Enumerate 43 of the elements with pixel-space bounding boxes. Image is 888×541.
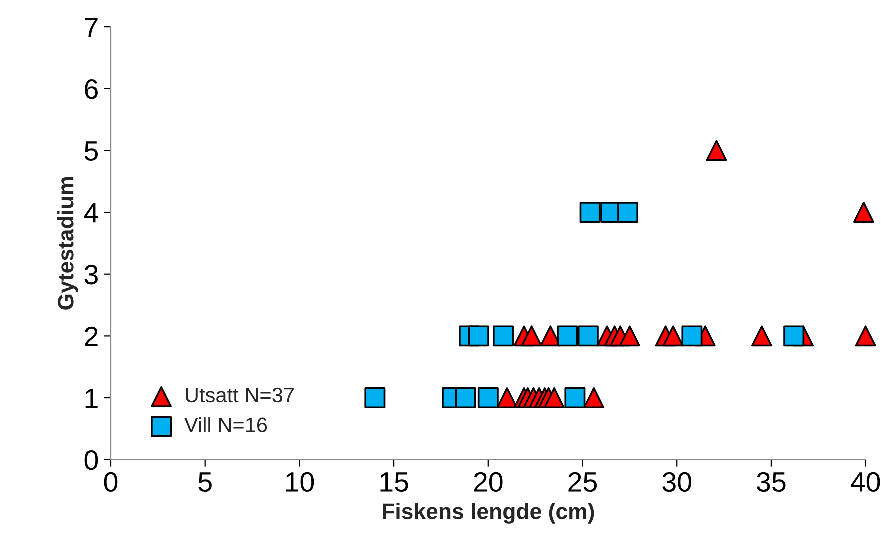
- legend-label: Utsatt N=37: [186, 388, 294, 403]
- point: [557, 326, 578, 347]
- point: [855, 326, 876, 347]
- point: [784, 326, 805, 347]
- point: [493, 326, 514, 347]
- point: [619, 326, 640, 347]
- point: [662, 326, 684, 347]
- x-axis-title: Fiskens lengde (cm): [383, 503, 594, 524]
- x-tick-label: 15: [380, 472, 408, 492]
- point: [364, 388, 386, 408]
- x-tick-label: 0: [104, 472, 118, 492]
- point: [578, 326, 599, 347]
- x-tick-label: 30: [662, 472, 692, 492]
- point: [544, 388, 565, 408]
- point: [478, 388, 499, 408]
- y-tick-label: 6: [85, 80, 98, 100]
- point: [584, 388, 605, 408]
- point: [468, 326, 490, 347]
- point: [853, 202, 874, 224]
- x-tick-label: 25: [568, 472, 598, 492]
- point: [580, 202, 601, 224]
- y-tick-label: 3: [84, 265, 98, 285]
- y-tick-label: 1: [86, 388, 98, 408]
- point: [496, 388, 518, 408]
- x-tick-label: 40: [850, 472, 880, 492]
- point: [706, 140, 728, 162]
- point: [455, 388, 476, 408]
- point: [682, 326, 703, 347]
- x-tick-label: 10: [286, 472, 314, 492]
- legend-label: Vill N=16: [184, 417, 268, 432]
- point: [564, 388, 586, 408]
- y-tick-label: 0: [84, 450, 98, 470]
- x-tick-label: 35: [757, 472, 786, 492]
- point: [752, 326, 772, 347]
- y-tick-label: 5: [84, 142, 98, 162]
- x-tick-label: 5: [198, 472, 212, 492]
- y-axis-title: Gytestadium: [57, 178, 78, 310]
- y-tick-label: 4: [84, 203, 98, 223]
- y-tick-label: 2: [85, 326, 98, 346]
- point: [521, 326, 542, 347]
- y-tick-label: 7: [85, 18, 98, 38]
- point: [618, 202, 639, 224]
- x-tick-label: 20: [474, 472, 503, 492]
